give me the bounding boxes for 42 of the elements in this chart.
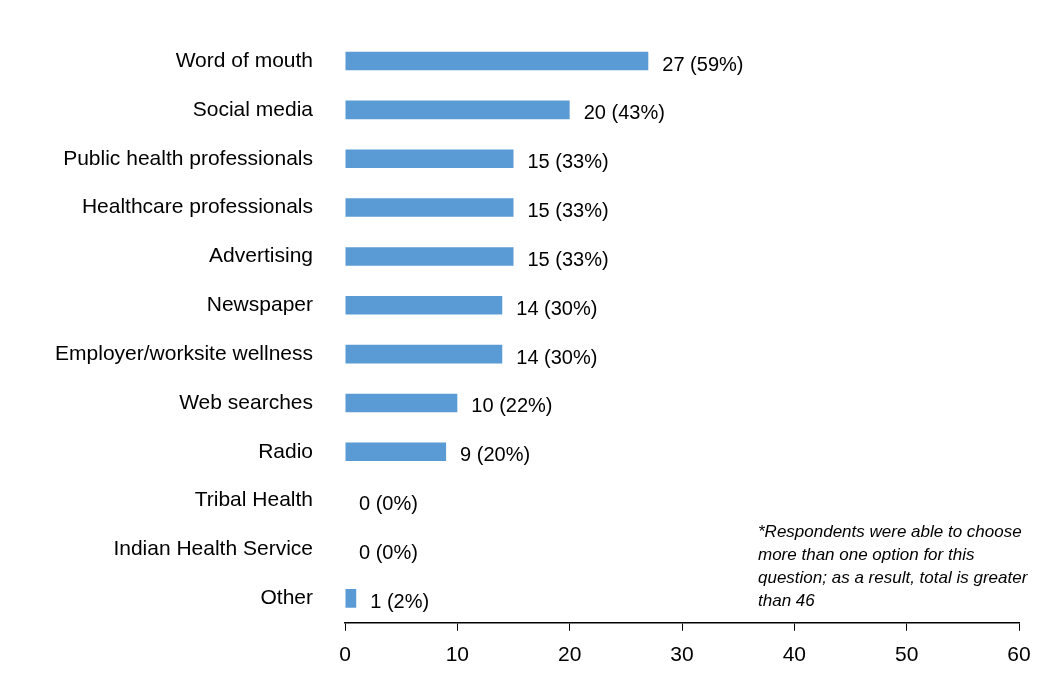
annotation: *Respondents were able to choose more than one option for this question; as a result, total is greater than 46: [758, 521, 1028, 612]
y-tick-label: Social media: [192, 96, 314, 120]
x-tick-label: 50: [894, 642, 919, 666]
y-tick-label: Web searches: [179, 389, 313, 413]
data-label: 9 (20%): [460, 443, 531, 466]
data-label: 0 (0%): [359, 492, 418, 515]
x-tick-label: 60: [1007, 642, 1031, 666]
y-tick-label: Tribal Health: [194, 487, 313, 511]
y-tick-label: Healthcare professionals: [81, 194, 313, 218]
x-tick-label: 40: [782, 642, 807, 666]
data-label: 10 (22%): [471, 394, 553, 417]
data-label: 0 (0%): [359, 541, 418, 564]
bar: [345, 393, 458, 413]
data-label: 15 (33%): [527, 247, 609, 270]
y-tick-label: Newspaper: [206, 292, 313, 316]
bar: [345, 344, 503, 364]
bar: [345, 198, 514, 217]
x-tick-label: 10: [445, 642, 470, 666]
y-tick-label: Advertising: [209, 243, 313, 267]
data-label: 1 (2%): [370, 589, 430, 612]
bar: [345, 51, 649, 71]
data-label: 20 (43%): [583, 101, 665, 124]
bar: [345, 149, 514, 169]
bar: [345, 247, 514, 266]
data-label: 14 (30%): [516, 296, 598, 319]
data-label: 14 (30%): [516, 345, 598, 368]
y-tick-label: Indian Health Service: [113, 536, 313, 560]
bar: [345, 442, 447, 462]
y-tick-label: Public health professionals: [63, 145, 313, 169]
x-tick-label: 0: [339, 642, 351, 666]
y-tick-label: Radio: [258, 438, 313, 462]
data-label: 15 (33%): [527, 150, 609, 173]
y-tick-label: Employer/worksite wellness: [55, 340, 313, 364]
bar: [345, 589, 357, 608]
x-tick-label: 20: [557, 642, 582, 666]
x-tick-label: 30: [670, 642, 694, 666]
bar: [345, 100, 570, 120]
bar: [345, 295, 503, 315]
y-tick-label: Other: [260, 585, 313, 609]
y-tick-label: Word of mouth: [175, 47, 313, 71]
data-label: 15 (33%): [527, 199, 609, 222]
data-label: 27 (59%): [662, 52, 744, 75]
